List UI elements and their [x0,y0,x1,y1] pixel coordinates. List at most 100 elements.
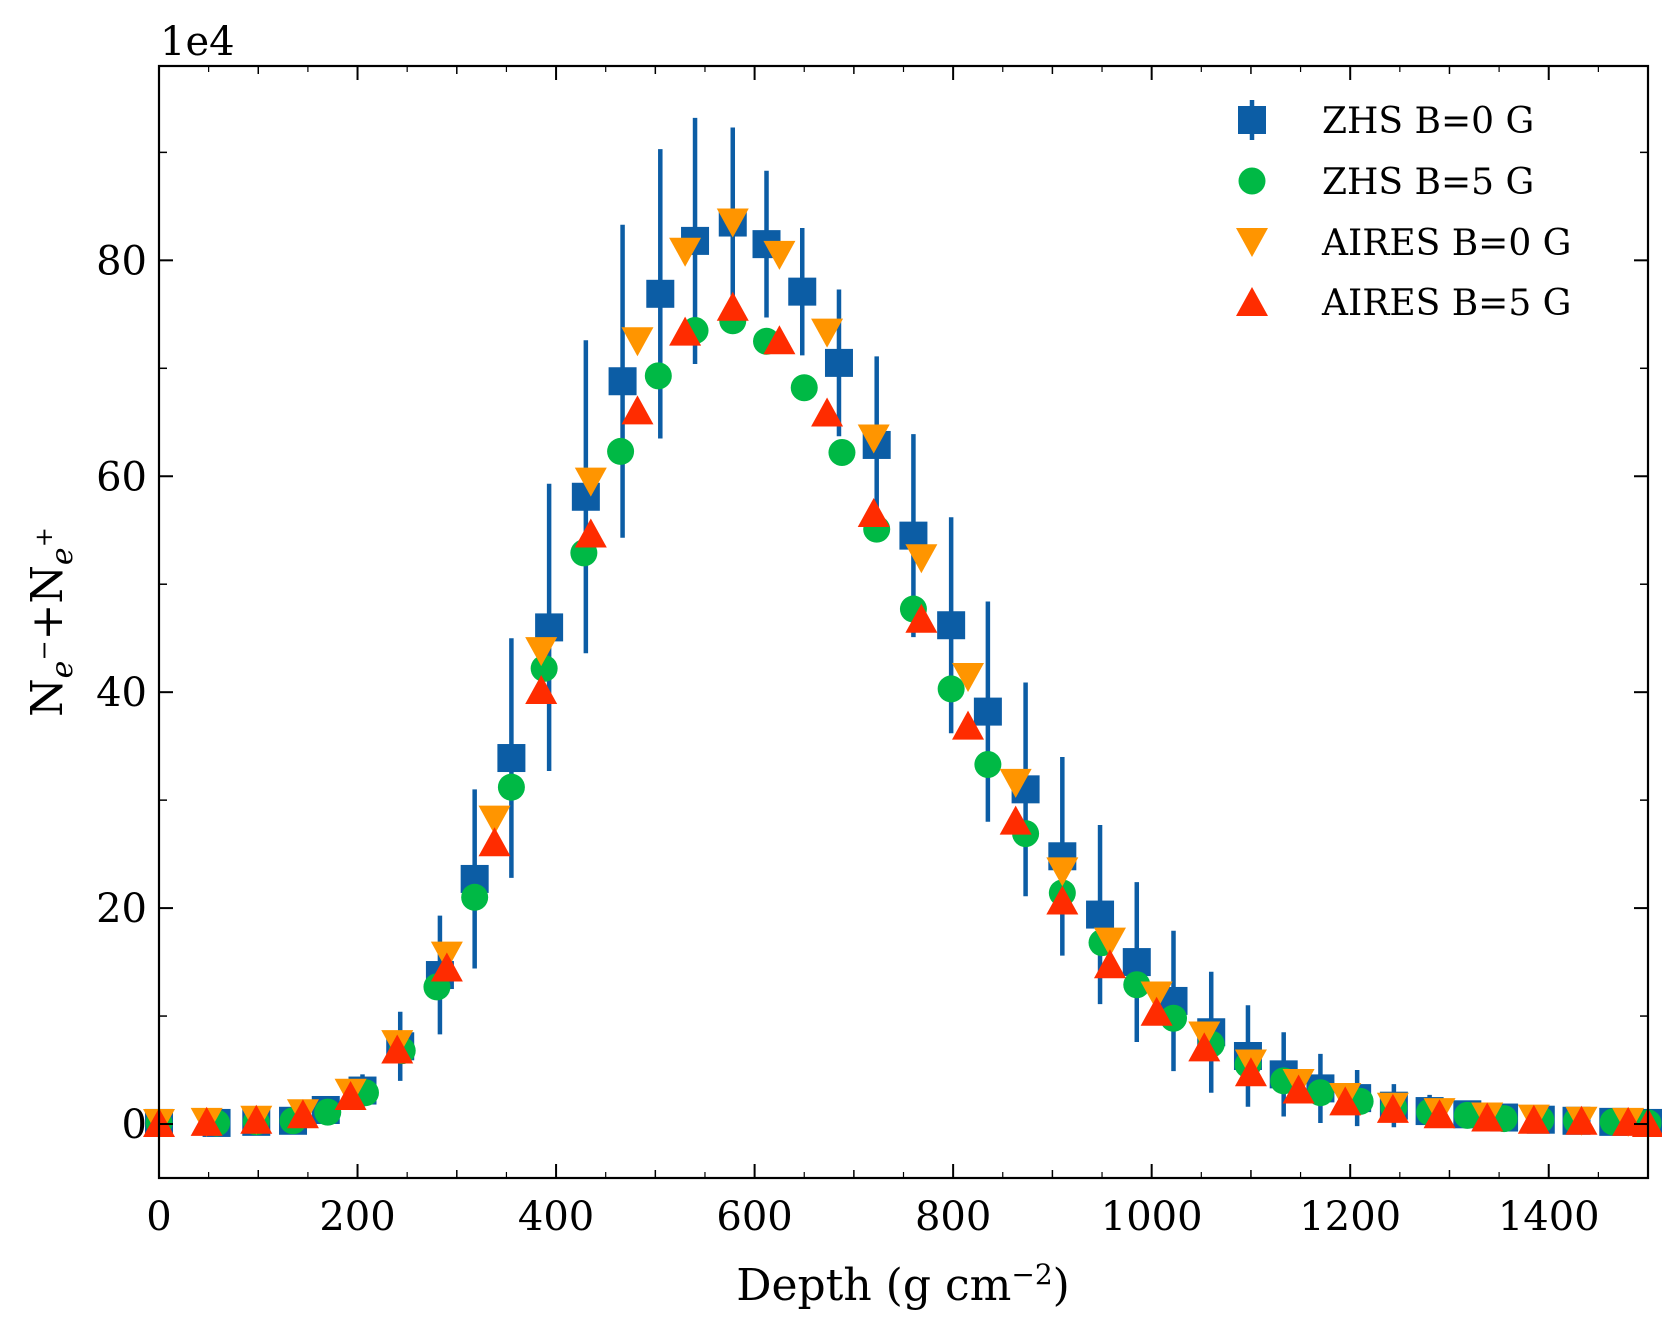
data-point [973,697,1002,726]
data-point [824,348,853,377]
data-point [790,374,818,402]
data-point [1046,857,1079,887]
legend-marker [1238,106,1266,134]
data-point [857,497,890,527]
data-point [1140,996,1173,1026]
data-point [1376,1093,1409,1123]
data-point [1453,1101,1481,1129]
data-point [621,395,654,425]
data-point [1123,971,1151,999]
data-point [478,805,511,835]
legend-marker [1236,228,1268,257]
data-point [811,397,844,427]
data-point [607,437,635,465]
data-point [1093,949,1126,979]
data-point [525,637,558,667]
data-point [763,325,796,355]
legend-label: ZHS B=5 G [1322,162,1534,203]
data-point [461,883,489,911]
x-tick-label: 1200 [1299,1194,1401,1240]
data-point [535,613,564,642]
y-tick-label: 60 [96,454,147,500]
data-point [905,603,938,633]
x-tick-label: 200 [319,1194,395,1240]
data-point [1282,1074,1315,1104]
data-point [646,279,675,308]
x-tick-label: 0 [146,1194,171,1240]
axis-ticks: 0 200 400 600 800 1000 1200 1400 0 20 40 60 80 [96,66,1648,1240]
data-point [952,710,985,740]
data-point [974,751,1002,779]
data-point [716,291,749,321]
legend: ZHS B=0 G ZHS B=5 G AIRES B=0 G AIRES B=5 G [1236,100,1571,324]
data-point [314,1098,342,1126]
legend-label: AIRES B=0 G [1321,223,1571,264]
data-point [1234,1057,1267,1087]
y-label-n1: N [22,678,73,717]
x-tick-label: 400 [518,1194,594,1240]
legend-label: AIRES B=5 G [1321,283,1571,324]
x-axis-label-close: ) [1053,1260,1070,1311]
y-label-plus: +N [22,565,73,640]
data-point [497,773,525,801]
data-point [1423,1099,1456,1129]
x-tick-label: 1000 [1101,1194,1203,1240]
data-point [1329,1086,1362,1116]
data-point [621,327,654,357]
y-label-sup1: − [30,640,58,660]
x-axis-label: Depth (g cm−2) [736,1258,1070,1311]
y-axis-label: Ne−+Ne+ [22,527,80,717]
data-point [478,827,511,857]
legend-marker [1238,167,1266,195]
data-point [1565,1105,1598,1135]
y-offset-text: 1e4 [160,19,235,65]
series-triangle-down [143,208,1645,1138]
data-point [999,768,1032,798]
data-point [574,518,607,548]
data-point [334,1080,367,1110]
data-point [937,675,965,703]
data-point [937,611,966,640]
data-point [240,1104,273,1134]
x-axis-label-main: Depth (g cm [736,1260,1011,1311]
data-point [1093,927,1126,957]
data-point [525,675,558,705]
data-point [763,240,796,270]
y-label-sub1: e [45,661,80,679]
data-point [497,744,526,773]
data-point [828,439,856,467]
data-point [430,952,463,982]
data-point [1046,885,1079,915]
plot-marks [143,117,1662,1138]
data-point [905,544,938,574]
y-tick-label: 80 [96,238,147,284]
data-point [1306,1079,1334,1107]
data-point [1517,1104,1550,1134]
data-point [857,424,890,454]
data-point [669,316,702,346]
y-tick-label: 20 [96,886,147,932]
data-point [811,318,844,348]
data-point [190,1106,223,1136]
data-point [1471,1102,1504,1132]
x-axis-label-exponent: −2 [1011,1258,1052,1291]
data-point [999,805,1032,835]
legend-label: ZHS B=0 G [1322,101,1534,142]
x-tick-label: 1400 [1498,1194,1600,1240]
data-point [1086,900,1115,929]
data-point [381,1034,414,1064]
data-point [716,208,749,238]
y-tick-label: 40 [96,670,147,716]
legend-marker [1236,287,1268,316]
data-point [952,663,985,693]
data-point [644,362,672,390]
data-point [1612,1106,1645,1136]
data-point [669,237,702,267]
data-point [286,1099,319,1129]
data-point [574,467,607,497]
y-tick-label: 0 [122,1102,147,1148]
x-tick-label: 600 [716,1194,792,1240]
data-point [1188,1032,1221,1062]
data-point [788,277,817,306]
